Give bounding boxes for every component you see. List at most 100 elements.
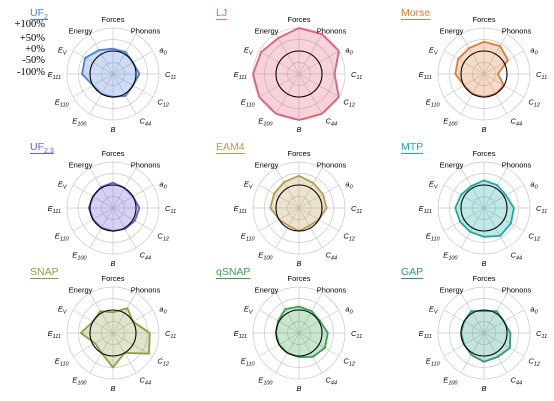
axis-label-forces: Forces: [473, 15, 496, 24]
axis-label-c11: C11: [165, 70, 176, 81]
axis-label-phonons: Phonons: [317, 161, 347, 170]
zero-ring: [460, 50, 508, 98]
axis-label-e100: E100: [443, 375, 458, 386]
axis-label-forces: Forces: [288, 149, 311, 158]
series-area: [275, 305, 329, 359]
axis-label-energy: Energy: [440, 161, 464, 170]
axis-label-e110: E110: [241, 357, 256, 368]
scale-label: +50%: [20, 33, 45, 44]
axis-label-forces: Forces: [102, 15, 125, 24]
axis-label-b: B: [110, 384, 115, 393]
axis-label-b: B: [481, 384, 486, 393]
zero-ring: [89, 50, 137, 98]
panel-title: EAM4: [216, 141, 245, 153]
scale-legend: +100% +50% +0% -50% -100%: [15, 19, 46, 78]
axis-label-phonons: Phonons: [131, 286, 161, 295]
axis-label-phonons: Phonons: [131, 27, 161, 36]
series-area: [252, 27, 340, 121]
axis-label-e110: E110: [55, 98, 70, 109]
axis-label-c44: C44: [511, 116, 523, 127]
axis-label-forces: Forces: [102, 149, 125, 158]
axis-label-a0: a0: [530, 305, 538, 316]
axis-label-c44: C44: [326, 375, 338, 386]
axis-label-e100: E100: [72, 116, 87, 127]
axis-label-c44: C44: [326, 116, 338, 127]
axis-label-e100: E100: [443, 250, 458, 261]
axis-label-c12: C12: [528, 98, 540, 109]
axis-label-e111: E111: [419, 70, 432, 81]
axis-label-forces: Forces: [473, 274, 496, 283]
axis-label-e110: E110: [241, 232, 256, 243]
axis-label-phonons: Phonons: [131, 161, 161, 170]
axis-label-a0: a0: [159, 305, 167, 316]
zero-ring: [89, 184, 137, 232]
axis-label-e110: E110: [426, 232, 441, 243]
axis-label-c11: C11: [351, 204, 362, 215]
axis-label-energy: Energy: [69, 161, 93, 170]
axis-label-ev: EV: [244, 46, 254, 57]
zero-ring: [275, 309, 323, 357]
axis-label-c11: C11: [165, 204, 176, 215]
series-area: [81, 47, 141, 98]
axis-label-forces: Forces: [473, 149, 496, 158]
panel-title: LJ: [216, 7, 227, 19]
panel-title: qSNAP: [216, 266, 250, 278]
axis-label-e111: E111: [419, 329, 432, 340]
zero-ring: [275, 184, 323, 232]
scale-label: +100%: [15, 19, 46, 30]
axis-label-e100: E100: [443, 116, 458, 127]
axis-label-e110: E110: [55, 232, 70, 243]
axis-label-energy: Energy: [255, 161, 279, 170]
axis-label-ev: EV: [58, 305, 68, 316]
axis-label-energy: Energy: [440, 286, 464, 295]
axis-label-b: B: [296, 125, 301, 134]
axis-label-forces: Forces: [288, 15, 311, 24]
axis-label-e111: E111: [48, 70, 61, 81]
axis-label-c11: C11: [536, 329, 547, 340]
axis-label-e111: E111: [48, 204, 61, 215]
axis-label-b: B: [481, 259, 486, 268]
axis-label-c12: C12: [157, 357, 169, 368]
axis-label-energy: Energy: [440, 27, 464, 36]
axis-label-e111: E111: [234, 329, 247, 340]
axis-label-ev: EV: [58, 46, 68, 57]
axis-label-energy: Energy: [255, 27, 279, 36]
series-area: [460, 310, 512, 363]
axis-label-c12: C12: [343, 357, 355, 368]
axis-label-b: B: [110, 259, 115, 268]
axis-label-e100: E100: [258, 375, 273, 386]
scale-label: -100%: [17, 67, 45, 78]
axis-label-e111: E111: [234, 204, 247, 215]
series-area: [79, 307, 151, 369]
axis-label-a0: a0: [530, 46, 538, 57]
axis-label-e100: E100: [258, 250, 273, 261]
panel-title: SNAP: [30, 266, 59, 278]
series-area: [454, 179, 515, 238]
axis-label-phonons: Phonons: [502, 286, 532, 295]
axis-label-e110: E110: [55, 357, 70, 368]
zero-ring: [89, 309, 137, 357]
axis-label-a0: a0: [159, 46, 167, 57]
axis-label-c44: C44: [511, 250, 523, 261]
axis-label-a0: a0: [159, 180, 167, 191]
axis-label-c12: C12: [528, 232, 540, 243]
axis-label-e110: E110: [426, 357, 441, 368]
axis-label-c11: C11: [165, 329, 176, 340]
axis-label-c11: C11: [351, 70, 362, 81]
axis-label-energy: Energy: [69, 286, 93, 295]
axis-label-c12: C12: [343, 98, 355, 109]
axis-label-energy: Energy: [255, 286, 279, 295]
axis-label-a0: a0: [345, 180, 353, 191]
axis-label-b: B: [296, 259, 301, 268]
axis-label-e111: E111: [419, 204, 432, 215]
scale-label: +0%: [25, 44, 45, 55]
axis-label-forces: Forces: [288, 274, 311, 283]
